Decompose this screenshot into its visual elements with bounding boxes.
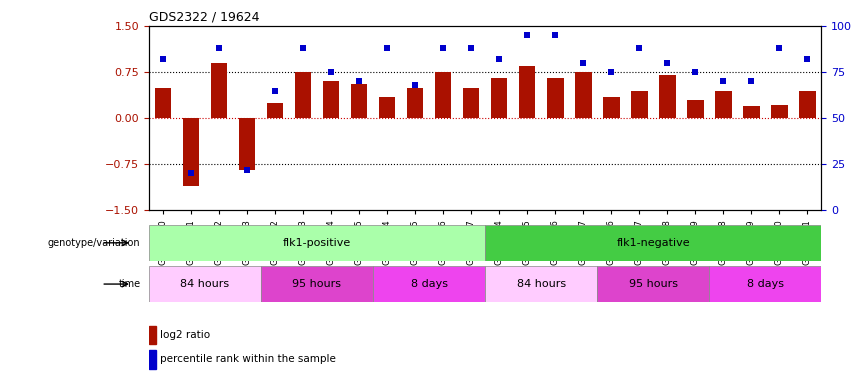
Bar <box>603 97 620 118</box>
Bar <box>155 87 171 118</box>
Bar <box>631 91 648 118</box>
Text: 8 days: 8 days <box>746 279 784 289</box>
Text: flk1-negative: flk1-negative <box>616 238 690 248</box>
Bar <box>210 63 227 118</box>
Point <box>660 60 674 66</box>
Point <box>548 33 562 39</box>
Point <box>801 56 814 62</box>
Point <box>492 56 505 62</box>
Text: 84 hours: 84 hours <box>180 279 230 289</box>
Point <box>745 78 758 84</box>
Point <box>437 45 450 51</box>
Bar <box>407 87 424 118</box>
Bar <box>715 91 732 118</box>
Text: flk1-positive: flk1-positive <box>283 238 351 248</box>
Point <box>604 69 618 75</box>
Bar <box>323 81 340 118</box>
Point <box>184 170 197 176</box>
Point <box>212 45 226 51</box>
Text: GDS2322 / 19624: GDS2322 / 19624 <box>149 11 260 24</box>
Text: genotype/variation: genotype/variation <box>48 238 140 248</box>
Bar <box>771 105 787 118</box>
Bar <box>485 266 597 302</box>
Bar <box>518 66 535 118</box>
Bar <box>435 72 451 118</box>
Point <box>324 69 338 75</box>
Bar <box>266 103 283 118</box>
Bar <box>687 100 704 118</box>
Point <box>688 69 702 75</box>
Bar <box>485 225 821 261</box>
Text: time: time <box>118 279 140 289</box>
Point <box>520 33 534 39</box>
Point <box>632 45 646 51</box>
Text: 95 hours: 95 hours <box>629 279 677 289</box>
Point <box>156 56 169 62</box>
Text: log2 ratio: log2 ratio <box>160 330 210 340</box>
Point <box>380 45 394 51</box>
Point <box>408 82 422 88</box>
Bar <box>351 84 368 118</box>
Bar <box>743 106 760 118</box>
Bar <box>182 118 199 186</box>
Point <box>352 78 366 84</box>
Point <box>240 166 254 172</box>
Bar <box>709 266 821 302</box>
Point <box>268 88 282 94</box>
Bar <box>149 326 157 344</box>
Bar <box>373 266 485 302</box>
Bar <box>149 350 157 369</box>
Point <box>465 45 478 51</box>
Text: 95 hours: 95 hours <box>293 279 341 289</box>
Bar <box>294 72 311 118</box>
Point <box>717 78 730 84</box>
Point <box>296 45 310 51</box>
Point <box>576 60 590 66</box>
Text: 8 days: 8 days <box>410 279 448 289</box>
Text: 84 hours: 84 hours <box>517 279 566 289</box>
Bar <box>379 97 396 118</box>
Bar <box>574 72 591 118</box>
Point <box>773 45 786 51</box>
Bar <box>597 266 709 302</box>
Text: percentile rank within the sample: percentile rank within the sample <box>160 354 335 364</box>
Bar <box>546 78 563 118</box>
Bar <box>463 87 479 118</box>
Bar <box>238 118 255 170</box>
Bar <box>149 225 485 261</box>
Bar <box>799 91 815 118</box>
Bar <box>491 78 507 118</box>
Bar <box>149 266 261 302</box>
Bar <box>659 75 676 118</box>
Bar <box>261 266 373 302</box>
